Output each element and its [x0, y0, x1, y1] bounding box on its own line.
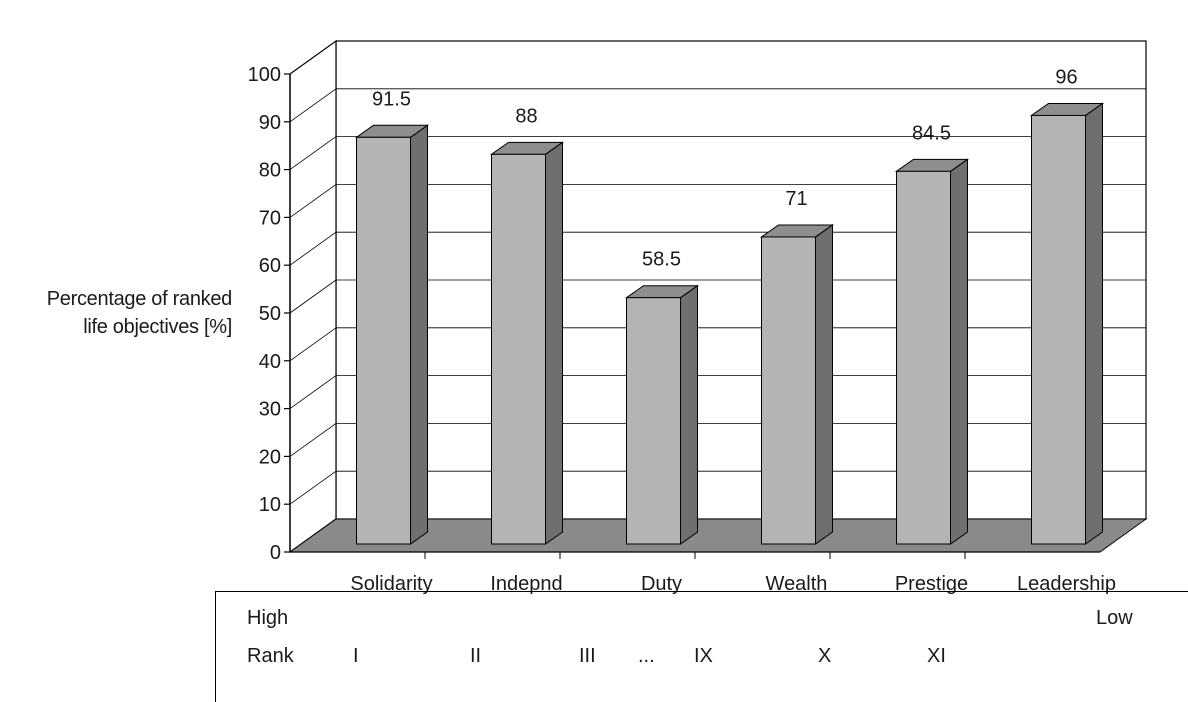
- category-label: Indepnd: [490, 573, 562, 595]
- gridline-diagonal: [289, 423, 337, 457]
- gridline-diagonal: [289, 470, 337, 505]
- category-label: Solidarity: [350, 573, 432, 595]
- category-label: Wealth: [766, 573, 828, 595]
- y-tick-label: 0: [270, 542, 281, 564]
- rank-row-label: Rank: [247, 645, 294, 667]
- data-label: 58.5: [642, 249, 681, 271]
- y-tick-label: 70: [259, 207, 281, 229]
- rank-numeral: III: [579, 645, 596, 667]
- chart-backdrop: [289, 39, 1147, 554]
- category-label: Duty: [641, 573, 682, 595]
- y-tick-label: 60: [259, 255, 281, 277]
- y-axis: [284, 73, 1100, 559]
- gridline-diagonal: [289, 184, 337, 218]
- y-tick-label: 80: [259, 160, 281, 182]
- y-tick-label: 40: [259, 351, 281, 373]
- category-label: Prestige: [895, 573, 968, 595]
- gridline-diagonal: [289, 136, 337, 170]
- y-tick-label: 10: [259, 494, 281, 516]
- bar-side: [950, 158, 968, 545]
- rank-numeral: X: [818, 645, 832, 667]
- rank-high-label: High: [247, 607, 289, 629]
- bar: [491, 153, 546, 545]
- rank-numeral: IX: [694, 645, 713, 667]
- y-axis-label-line-2: life objectives [%]: [83, 316, 232, 338]
- bar-side: [545, 141, 563, 545]
- bar: [626, 297, 681, 545]
- bar-side: [1085, 102, 1103, 545]
- y-tick-label: 90: [259, 112, 281, 134]
- data-label: 71: [785, 188, 807, 210]
- bar-side: [680, 284, 698, 545]
- y-tick-label: 100: [248, 64, 281, 86]
- gridline-diagonal: [289, 279, 337, 314]
- bar: [761, 236, 816, 545]
- data-label: 88: [515, 105, 537, 127]
- rank-strip: [215, 591, 1188, 702]
- rank-numeral: I: [353, 645, 359, 667]
- data-label: 96: [1055, 66, 1077, 88]
- gridline-diagonal: [289, 231, 337, 266]
- data-label: 91.5: [372, 88, 411, 110]
- bar-side: [410, 124, 428, 545]
- y-axis-label-line-1: Percentage of ranked: [46, 288, 233, 310]
- y-tick-label: 30: [259, 399, 281, 421]
- y-tick-label: 50: [259, 303, 281, 325]
- bar: [896, 170, 951, 545]
- bar-side: [815, 223, 833, 545]
- gridline-diagonal: [289, 88, 337, 123]
- rank-numeral: ...: [638, 645, 655, 667]
- gridline-diagonal: [289, 375, 337, 409]
- bars: [354, 102, 1105, 545]
- rank-numeral: XI: [927, 645, 946, 667]
- bar: [1031, 114, 1086, 545]
- data-label: 84.5: [912, 122, 951, 144]
- y-tick-label: 20: [259, 446, 281, 468]
- bar: [356, 136, 411, 545]
- rank-low-label: Low: [1096, 607, 1133, 629]
- gridline-diagonal: [289, 327, 337, 362]
- category-label: Leadership: [1017, 573, 1116, 595]
- rank-numeral: II: [470, 645, 482, 667]
- labels: 91.5 Solidarity 88 Indepnd 58.5 Duty 71 Wealth 8…: [248, 64, 1116, 595]
